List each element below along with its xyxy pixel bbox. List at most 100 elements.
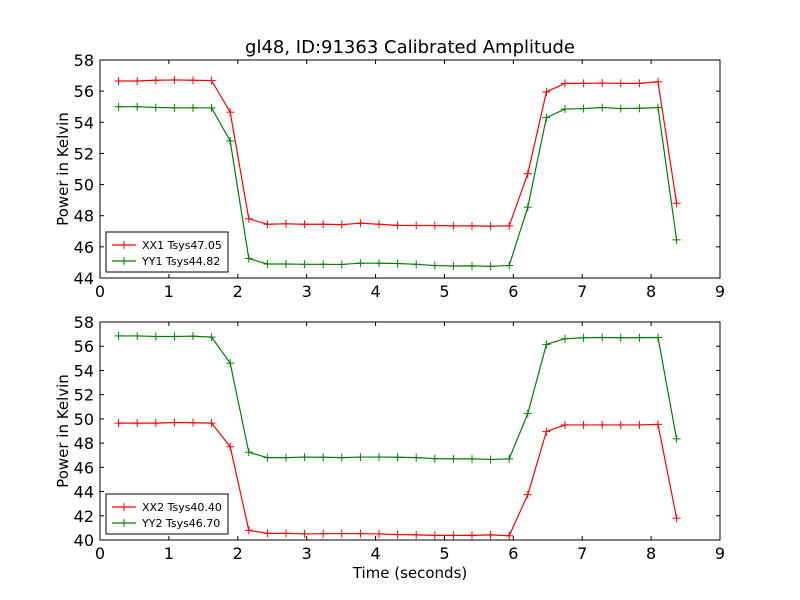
data-point (133, 331, 142, 340)
data-point (300, 453, 309, 462)
y-tick-label: 44 (74, 269, 94, 288)
data-point (598, 420, 607, 429)
legend-label: YY2 Tsys46.70 (141, 517, 220, 530)
data-point (133, 419, 142, 428)
x-tick-label: 8 (646, 544, 656, 563)
data-point (319, 453, 328, 462)
data-point (542, 113, 551, 122)
data-point (337, 220, 346, 229)
y-tick-label: 48 (74, 434, 94, 453)
data-point (579, 333, 588, 342)
y-tick-label: 56 (74, 82, 94, 101)
y-tick-label: 42 (74, 507, 94, 526)
data-point (449, 454, 458, 463)
data-point (579, 104, 588, 113)
data-point (337, 529, 346, 538)
data-point (189, 332, 197, 341)
data-point (282, 259, 290, 268)
data-point (430, 531, 439, 540)
data-point (189, 103, 197, 112)
data-point (672, 199, 681, 208)
data-point (226, 108, 235, 117)
x-tick-label: 8 (646, 282, 656, 301)
x-tick-label: 2 (233, 282, 243, 301)
data-point (319, 260, 328, 269)
y-tick-label: 50 (74, 410, 94, 429)
data-point (375, 529, 383, 538)
data-point (635, 79, 644, 88)
data-point (523, 409, 532, 418)
data-point (226, 359, 235, 368)
data-point (375, 453, 383, 462)
data-point (151, 419, 160, 428)
x-tick-label: 1 (164, 544, 174, 563)
data-point (579, 420, 588, 429)
data-point (505, 221, 514, 230)
data-point (654, 103, 662, 112)
data-point (616, 104, 625, 113)
data-point (654, 420, 662, 429)
data-point (598, 79, 607, 88)
data-point (319, 220, 328, 229)
data-point (561, 420, 569, 429)
data-point (468, 221, 476, 230)
data-point (300, 529, 309, 538)
data-point (523, 169, 532, 178)
y-tick-label: 54 (74, 113, 94, 132)
data-point (672, 235, 681, 244)
data-point (523, 490, 532, 499)
data-point (170, 75, 179, 84)
series-line-1 (118, 79, 678, 227)
data-point (412, 260, 421, 269)
data-point (598, 103, 607, 112)
legend-label: YY1 Tsys44.82 (141, 255, 220, 268)
data-point (468, 531, 476, 540)
plot-frame (99, 321, 721, 541)
data-point (449, 262, 458, 271)
data-point (356, 453, 365, 462)
x-tick-label: 4 (370, 282, 380, 301)
data-point (486, 262, 495, 271)
data-point (616, 420, 625, 429)
y-axis-label: Power in Kelvin (54, 112, 72, 226)
y-tick-label: 52 (74, 144, 94, 163)
data-point (282, 529, 290, 538)
legend-box (105, 493, 229, 535)
y-axis-label: Power in Kelvin (54, 374, 72, 488)
data-point (486, 222, 495, 231)
data-point (635, 420, 644, 429)
data-point (393, 453, 402, 462)
y-tick-label: 48 (74, 207, 94, 226)
data-point (282, 453, 290, 462)
data-point (151, 103, 160, 112)
data-point (263, 453, 272, 462)
data-point (393, 221, 402, 230)
x-tick-label: 2 (233, 544, 243, 563)
data-point (282, 219, 290, 228)
legend-box (105, 231, 229, 273)
data-point (468, 454, 476, 463)
data-point (319, 529, 328, 538)
data-point (337, 453, 346, 462)
data-point (133, 77, 142, 86)
x-tick-label: 1 (164, 282, 174, 301)
x-tick-label: 9 (715, 544, 725, 563)
data-point (226, 442, 235, 451)
x-tick-label: 3 (302, 544, 312, 563)
data-point (189, 418, 197, 427)
y-tick-label: 52 (74, 386, 94, 405)
data-point (170, 103, 179, 112)
y-tick-label: 58 (74, 313, 94, 332)
x-tick-label: 5 (439, 282, 449, 301)
data-point (505, 531, 514, 540)
legend-label: XX2 Tsys40.40 (142, 501, 222, 514)
data-point (356, 219, 365, 228)
data-point (189, 76, 197, 85)
data-point (375, 259, 383, 268)
y-tick-label: 46 (74, 458, 94, 477)
data-point (542, 427, 551, 436)
data-point (430, 454, 439, 463)
data-point (505, 454, 514, 463)
data-point (579, 79, 588, 88)
